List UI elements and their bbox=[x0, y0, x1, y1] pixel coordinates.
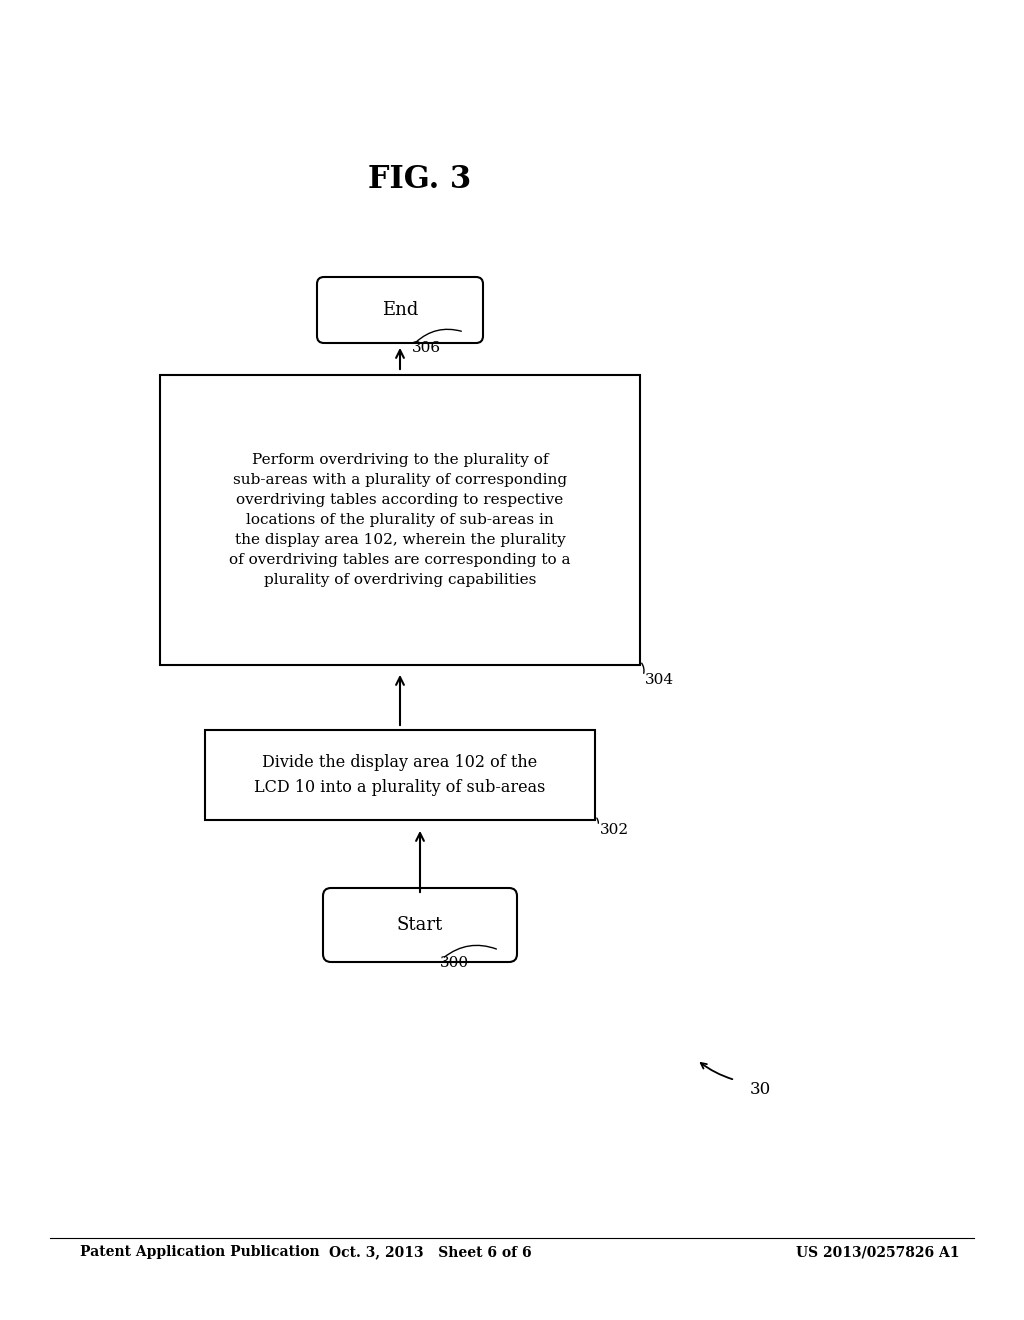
Text: FIG. 3: FIG. 3 bbox=[369, 165, 472, 195]
Text: US 2013/0257826 A1: US 2013/0257826 A1 bbox=[797, 1245, 961, 1259]
Text: 302: 302 bbox=[600, 822, 629, 837]
Text: 304: 304 bbox=[645, 673, 674, 686]
Text: 30: 30 bbox=[750, 1081, 771, 1098]
Text: Patent Application Publication: Patent Application Publication bbox=[80, 1245, 319, 1259]
Bar bbox=[160, 375, 640, 665]
Text: Perform overdriving to the plurality of
sub-areas with a plurality of correspond: Perform overdriving to the plurality of … bbox=[229, 453, 570, 587]
Text: Divide the display area 102 of the
LCD 10 into a plurality of sub-areas: Divide the display area 102 of the LCD 1… bbox=[254, 755, 546, 796]
Text: 306: 306 bbox=[412, 341, 441, 355]
Text: Start: Start bbox=[397, 916, 443, 935]
FancyBboxPatch shape bbox=[323, 888, 517, 962]
Text: Oct. 3, 2013   Sheet 6 of 6: Oct. 3, 2013 Sheet 6 of 6 bbox=[329, 1245, 531, 1259]
FancyBboxPatch shape bbox=[317, 277, 483, 343]
Text: 300: 300 bbox=[440, 956, 469, 970]
Text: End: End bbox=[382, 301, 418, 319]
Bar bbox=[205, 730, 595, 820]
